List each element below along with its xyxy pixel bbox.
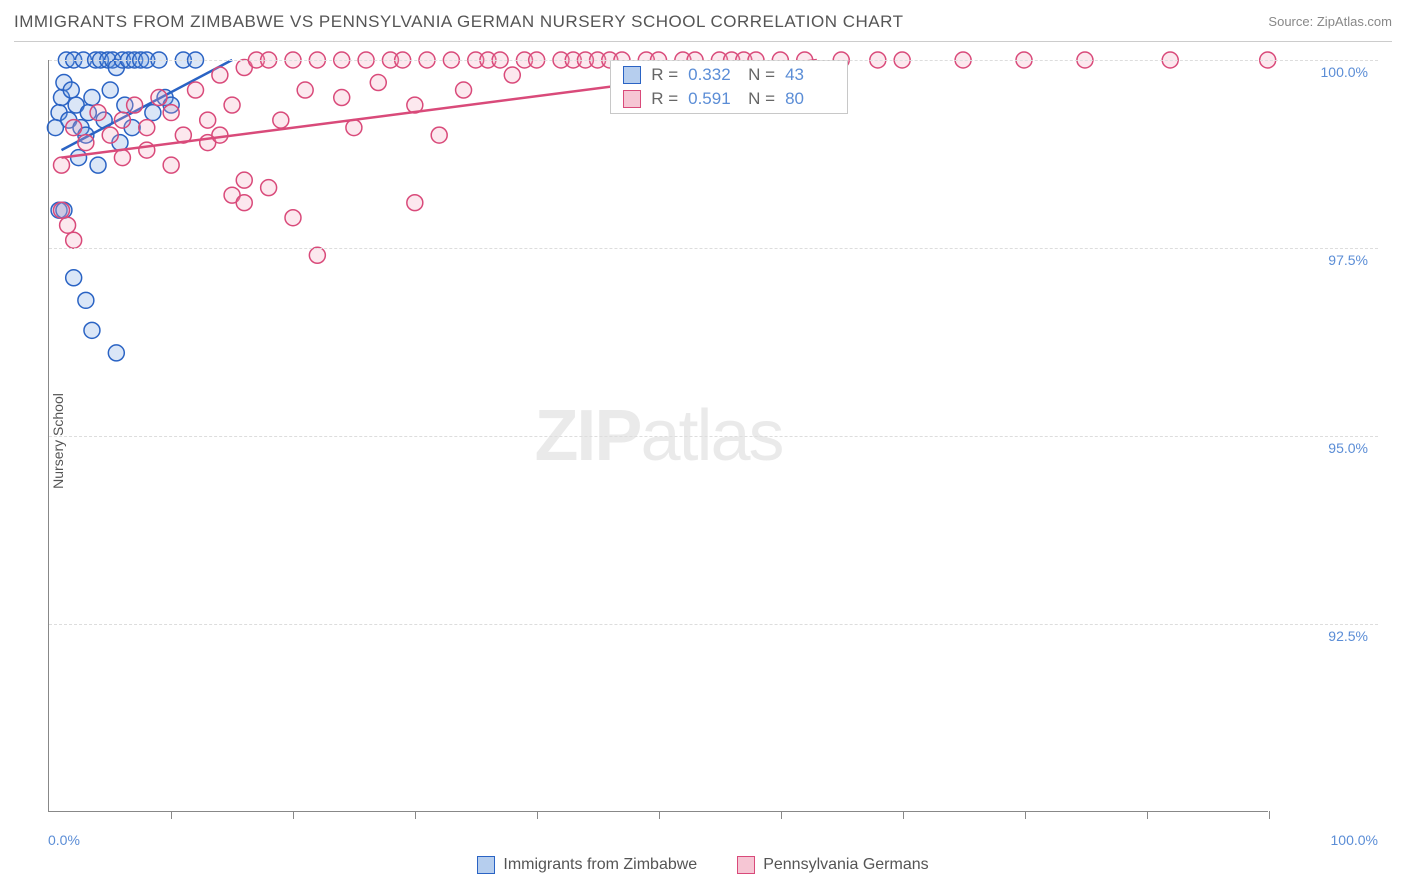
scatter-point	[163, 105, 179, 121]
x-tick	[659, 811, 660, 819]
stats-row: R = 0.332 N = 43	[611, 63, 847, 87]
y-tick-label: 100.0%	[1278, 64, 1368, 80]
stats-n-label: N =	[748, 65, 775, 85]
legend-swatch-icon	[477, 856, 495, 874]
legend-swatch-icon	[623, 66, 641, 84]
legend-item: Pennsylvania Germans	[737, 856, 928, 874]
stats-r-label: R =	[651, 65, 678, 85]
legend-swatch-icon	[737, 856, 755, 874]
chart-header: IMMIGRANTS FROM ZIMBABWE VS PENNSYLVANIA…	[14, 12, 1392, 42]
scatter-point	[236, 195, 252, 211]
stats-n-value: 80	[785, 89, 835, 109]
x-tick	[1147, 811, 1148, 819]
scatter-point	[90, 105, 106, 121]
x-tick	[781, 811, 782, 819]
scatter-point	[297, 82, 313, 98]
x-tick	[1269, 811, 1270, 819]
scatter-point	[163, 157, 179, 173]
stats-r-label: R =	[651, 89, 678, 109]
scatter-point	[273, 112, 289, 128]
scatter-point	[90, 157, 106, 173]
scatter-point	[309, 247, 325, 263]
gridline-horizontal	[49, 248, 1378, 249]
gridline-horizontal	[49, 436, 1378, 437]
scatter-point	[66, 270, 82, 286]
gridline-horizontal	[49, 60, 1378, 61]
x-axis-end-label: 100.0%	[1331, 832, 1378, 848]
scatter-point	[188, 82, 204, 98]
stats-n-label: N =	[748, 89, 775, 109]
stats-row: R = 0.591 N = 80	[611, 87, 847, 111]
legend-swatch-icon	[623, 90, 641, 108]
scatter-point	[127, 97, 143, 113]
source-prefix: Source:	[1268, 14, 1313, 29]
scatter-point	[224, 97, 240, 113]
chart-source: Source: ZipAtlas.com	[1268, 14, 1392, 29]
scatter-point	[139, 142, 155, 158]
scatter-point	[66, 232, 82, 248]
scatter-point	[78, 292, 94, 308]
scatter-point	[346, 120, 362, 136]
scatter-point	[84, 90, 100, 106]
scatter-point	[66, 120, 82, 136]
scatter-point	[54, 157, 70, 173]
x-tick	[171, 811, 172, 819]
y-tick-label: 92.5%	[1278, 628, 1368, 644]
scatter-point	[114, 150, 130, 166]
x-axis-start-label: 0.0%	[48, 832, 80, 848]
stats-n-value: 43	[785, 65, 835, 85]
stats-r-value: 0.332	[688, 65, 738, 85]
scatter-point	[63, 82, 79, 98]
scatter-point	[108, 345, 124, 361]
scatter-point	[456, 82, 472, 98]
scatter-point	[84, 322, 100, 338]
x-tick	[415, 811, 416, 819]
scatter-point	[114, 112, 130, 128]
legend-label: Immigrants from Zimbabwe	[503, 856, 697, 874]
x-tick	[293, 811, 294, 819]
x-tick	[1025, 811, 1026, 819]
scatter-point	[212, 127, 228, 143]
stats-box: R = 0.332 N = 43 R = 0.591 N = 80	[610, 60, 848, 114]
scatter-point	[407, 195, 423, 211]
y-tick-label: 97.5%	[1278, 252, 1368, 268]
scatter-point	[145, 105, 161, 121]
stats-r-value: 0.591	[688, 89, 738, 109]
bottom-legend: Immigrants from Zimbabwe Pennsylvania Ge…	[0, 856, 1406, 874]
scatter-point	[261, 180, 277, 196]
scatter-point	[370, 75, 386, 91]
scatter-point	[236, 172, 252, 188]
scatter-point	[54, 202, 70, 218]
scatter-point	[504, 67, 520, 83]
scatter-point	[334, 90, 350, 106]
gridline-horizontal	[49, 624, 1378, 625]
scatter-point	[139, 120, 155, 136]
scatter-point	[431, 127, 447, 143]
scatter-point	[71, 150, 87, 166]
scatter-point	[78, 135, 94, 151]
scatter-point	[60, 217, 76, 233]
legend-label: Pennsylvania Germans	[763, 856, 928, 874]
chart-title: IMMIGRANTS FROM ZIMBABWE VS PENNSYLVANIA…	[14, 12, 904, 31]
scatter-point	[285, 210, 301, 226]
plot-area: ZIPatlas R = 0.332 N = 43 R = 0.591 N = …	[48, 60, 1268, 812]
source-name: ZipAtlas.com	[1317, 14, 1392, 29]
scatter-point	[151, 90, 167, 106]
scatter-point	[200, 112, 216, 128]
scatter-point	[102, 82, 118, 98]
x-tick	[903, 811, 904, 819]
scatter-point	[102, 127, 118, 143]
y-tick-label: 95.0%	[1278, 440, 1368, 456]
legend-item: Immigrants from Zimbabwe	[477, 856, 697, 874]
plot-container: Nursery School ZIPatlas R = 0.332 N = 43…	[28, 50, 1378, 832]
x-tick	[537, 811, 538, 819]
scatter-point	[212, 67, 228, 83]
